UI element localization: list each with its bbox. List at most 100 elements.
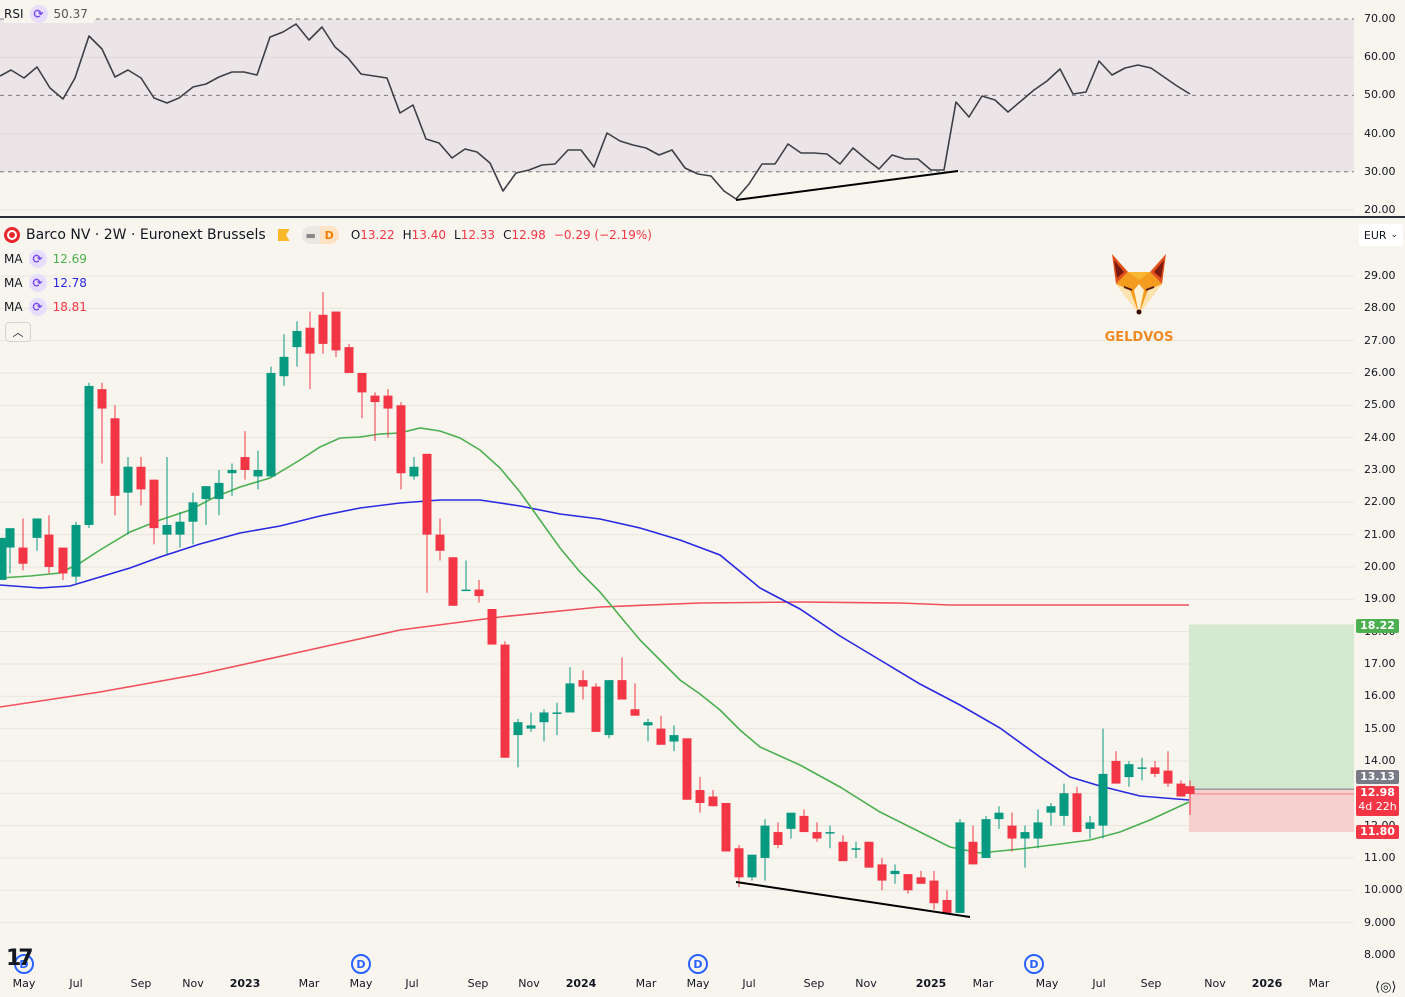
time-axis-tick: Jul — [742, 977, 756, 990]
chevron-down-icon: ⌄ — [1390, 230, 1399, 240]
collapse-legend-button[interactable]: ︿ — [5, 322, 31, 342]
rsi-axis-tick: 70.00 — [1364, 12, 1396, 25]
price-axis-tick: 29.00 — [1364, 269, 1396, 282]
price-axis-tick: 15.00 — [1364, 721, 1396, 735]
time-axis-tick: Nov — [1204, 977, 1226, 990]
ma-legend-3: MA ⟳ 18.81 — [4, 298, 87, 316]
minus-icon: ▬ — [305, 228, 316, 242]
ma-label: MA — [4, 276, 23, 290]
last-price-tag: 12.98 4d 22h — [1356, 786, 1399, 816]
price-axis-tick: 11.00 — [1364, 850, 1396, 864]
last-price-value: 12.98 — [1360, 786, 1395, 799]
geldvos-watermark: GELDVOS — [1104, 250, 1174, 345]
price-plot — [0, 275, 1354, 924]
dividend-marker-icon[interactable]: D — [14, 954, 34, 974]
time-axis-tick: 2025 — [915, 977, 947, 990]
tradingview-logo[interactable]: 17 — [6, 946, 34, 971]
ma-legend-1: MA ⟳ 12.69 — [4, 250, 87, 268]
bar-countdown: 4d 22h — [1358, 800, 1397, 813]
flag-icon[interactable] — [277, 229, 290, 241]
rsi-label: RSI — [4, 7, 24, 21]
stop-price-tag: 11.80 — [1356, 825, 1399, 839]
dividend-marker-icon[interactable]: D — [688, 954, 708, 974]
symbol-logo-icon — [4, 227, 20, 243]
target-price-tag: 18.22 — [1356, 619, 1399, 633]
time-axis-tick: Sep — [803, 977, 825, 990]
rsi-legend: RSI ⟳ 50.37 — [4, 5, 94, 23]
refresh-icon[interactable]: ⟳ — [28, 250, 47, 268]
price-axis-tick: 8.000 — [1364, 947, 1396, 961]
ma-value: 12.69 — [52, 252, 87, 266]
rsi-axis-tick: 20.00 — [1364, 203, 1396, 216]
refresh-icon[interactable]: ⟳ — [28, 298, 47, 316]
rsi-value: 50.37 — [53, 7, 88, 21]
currency-select[interactable]: EUR ⌄ — [1359, 224, 1403, 246]
price-axis-tick: 22.00 — [1364, 495, 1396, 509]
time-axis-tick: Jul — [69, 977, 83, 990]
market-status-pill[interactable]: ▬ D — [301, 226, 339, 244]
price-axis-tick: 28.00 — [1364, 301, 1396, 315]
low-value: 12.33 — [460, 228, 496, 242]
price-axis-tick: 27.00 — [1364, 333, 1396, 347]
time-axis-tick: Sep — [467, 977, 489, 990]
time-axis-tick: Nov — [182, 977, 204, 990]
low-label: L — [454, 228, 461, 242]
rsi-axis-tick: 50.00 — [1364, 88, 1396, 102]
time-axis-tick: 2026 — [1251, 977, 1283, 990]
time-axis-tick: Nov — [855, 977, 877, 990]
price-axis-tick: 19.00 — [1364, 592, 1396, 606]
chevron-up-icon: ︿ — [12, 326, 24, 339]
time-axis-tick: 2023 — [229, 977, 261, 990]
ma-legend-2: MA ⟳ 12.78 — [4, 274, 87, 292]
close-value: 12.98 — [511, 228, 546, 242]
open-label: O — [350, 228, 361, 242]
price-axis-tick: 14.00 — [1364, 753, 1396, 767]
price-axis-tick: 20.00 — [1364, 559, 1396, 573]
rsi-plot — [0, 18, 1354, 211]
time-axis-tick: Mar — [635, 977, 657, 990]
rsi-pane[interactable]: RSI ⟳ 50.37 70.00 60.00 50.00 40.00 30.00 20.… — [0, 0, 1405, 216]
ma-label: MA — [4, 300, 23, 314]
time-axis-tick: May — [1035, 977, 1059, 990]
dividend-marker-icon[interactable]: D — [1024, 954, 1044, 974]
pane-divider[interactable] — [0, 216, 1405, 218]
price-pane[interactable] — [0, 218, 1405, 942]
price-axis-tick: 25.00 — [1364, 398, 1396, 412]
time-axis-tick: May — [686, 977, 710, 990]
ma-label: MA — [4, 252, 23, 266]
ma-value: 18.81 — [52, 300, 87, 314]
price-axis-tick: 23.00 — [1364, 462, 1396, 476]
price-axis-tick: 26.00 — [1364, 365, 1396, 379]
symbol-legend: Barco NV · 2W · Euronext Brussels ▬ D O1… — [4, 226, 652, 244]
ma-value: 12.78 — [52, 276, 87, 290]
time-axis-tick: Mar — [1308, 977, 1330, 990]
high-label: H — [402, 228, 412, 242]
dividend-marker-icon[interactable]: D — [351, 954, 371, 974]
price-axis-tick: 17.00 — [1364, 656, 1396, 670]
rsi-axis-tick: 60.00 — [1364, 50, 1396, 64]
fox-logo-icon — [1112, 254, 1166, 315]
time-axis-tick: May — [349, 977, 373, 990]
price-axis-tick: 24.00 — [1364, 430, 1396, 444]
price-axis-tick: 21.00 — [1364, 527, 1396, 541]
time-axis-tick: 2024 — [565, 977, 597, 990]
time-axis[interactable]: May Jul Sep Nov 2023 Mar May Jul Sep Nov 2024 Mar Ma… — [0, 977, 1405, 997]
symbol-title[interactable]: Barco NV · 2W · Euronext Brussels — [26, 227, 266, 243]
time-axis-tick: Mar — [972, 977, 994, 990]
time-axis-tick: Sep — [130, 977, 152, 990]
time-axis-tick: Jul — [405, 977, 419, 990]
time-axis-tick: Nov — [518, 977, 540, 990]
change-value: −0.29 (−2.19%) — [553, 228, 652, 242]
price-axis-tick: 16.00 — [1364, 689, 1396, 703]
high-value: 13.40 — [411, 228, 447, 242]
settings-icon[interactable]: ⟨◎⟩ — [1375, 980, 1397, 995]
rsi-axis-tick: 30.00 — [1364, 164, 1396, 178]
price-axis-tick: 9.000 — [1364, 915, 1396, 929]
time-axis-tick: May — [12, 977, 36, 990]
refresh-icon[interactable]: ⟳ — [29, 5, 48, 23]
close-label: C — [503, 228, 512, 242]
rsi-axis-tick: 40.00 — [1364, 126, 1396, 140]
time-axis-tick: Jul — [1092, 977, 1106, 990]
ohlc-values: O13.22 H13.40 L12.33 C12.98 −0.29 (−2.19… — [351, 228, 652, 242]
refresh-icon[interactable]: ⟳ — [28, 274, 47, 292]
